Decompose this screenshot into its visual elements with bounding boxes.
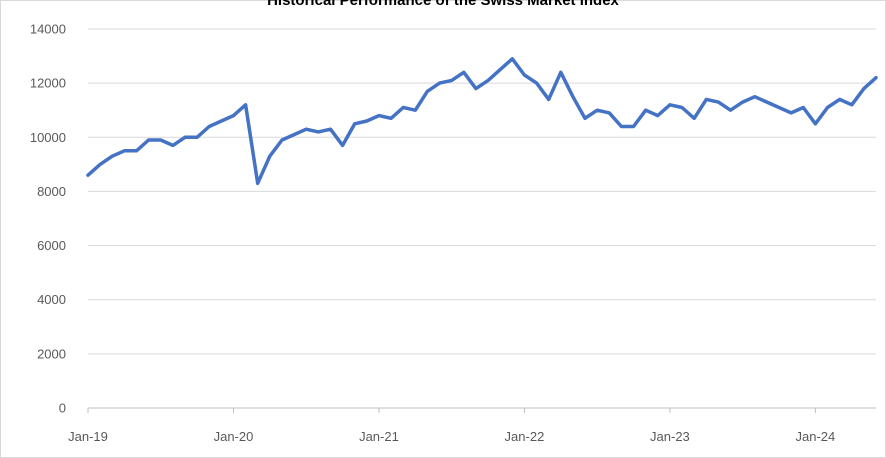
x-tick-label: Jan-24 <box>796 429 836 444</box>
y-tick-label: 2000 <box>37 346 66 361</box>
x-tick-label: Jan-22 <box>505 429 545 444</box>
y-tick-label: 8000 <box>37 184 66 199</box>
y-tick-label: 10000 <box>30 130 66 145</box>
y-tick-label: 0 <box>59 401 66 416</box>
y-tick-labels: 0 2000 4000 6000 8000 10000 12000 14000 <box>30 22 66 416</box>
y-tick-label: 4000 <box>37 292 66 307</box>
gridlines <box>88 28 876 355</box>
x-tick-label: Jan-21 <box>359 429 399 444</box>
x-tick-labels: Jan-19 Jan-20 Jan-21 Jan-22 Jan-23 Jan-24 <box>68 429 835 444</box>
chart-title: Historical Performance of the Swiss Mark… <box>267 0 619 9</box>
y-tick-label: 6000 <box>37 238 66 253</box>
x-tick-label: Jan-19 <box>68 429 108 444</box>
x-tick-label: Jan-20 <box>214 429 254 444</box>
x-axis <box>87 407 876 413</box>
series-line <box>86 57 878 186</box>
x-tick-label: Jan-23 <box>650 429 690 444</box>
y-tick-label: 14000 <box>30 22 66 37</box>
y-tick-label: 12000 <box>30 76 66 91</box>
